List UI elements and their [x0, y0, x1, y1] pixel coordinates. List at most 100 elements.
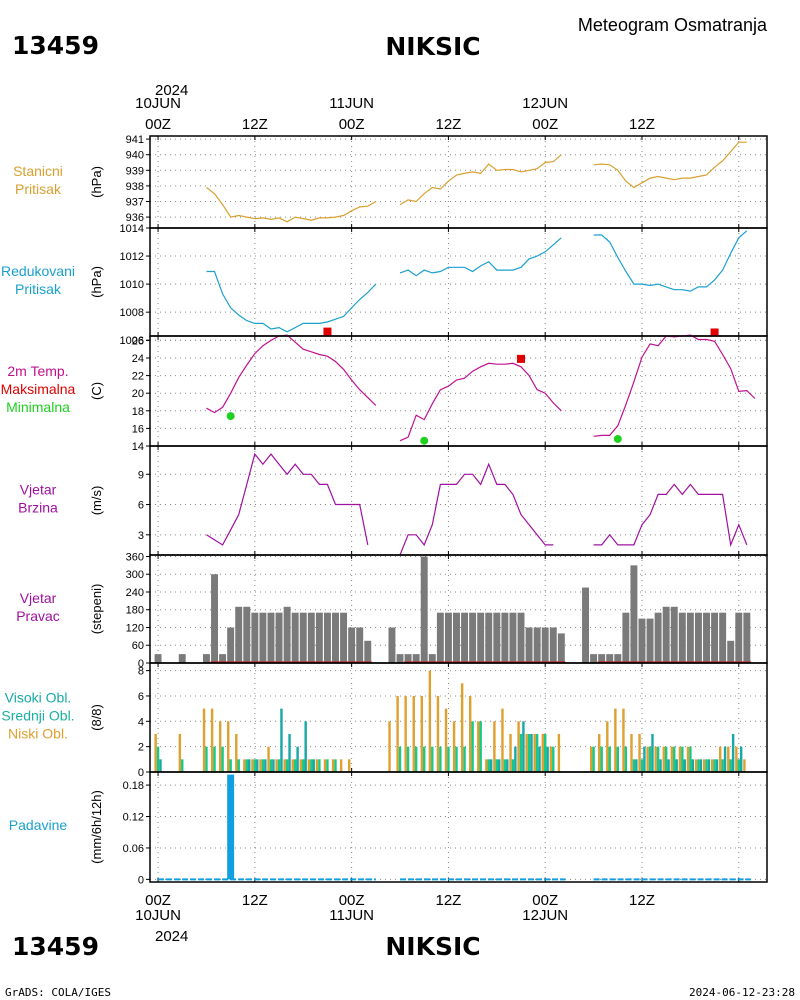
bar-pravac: [211, 574, 218, 663]
tmax-marker: [323, 327, 332, 336]
bar-oblaci: [683, 759, 686, 772]
bar-oblaci: [259, 759, 262, 772]
bottom-hour-label: 12Z: [435, 892, 461, 909]
station-name-top: NIKSIC: [385, 32, 480, 61]
panel-stanicni: 936 937 938 939 940 941 Stanicni Pritisak (hPa): [13, 134, 768, 229]
y-tick-label: 360: [126, 551, 144, 563]
y-tick-label: 6: [138, 691, 144, 703]
bar-oblaci: [630, 733, 633, 772]
y-tick-label: 0.18: [123, 780, 144, 792]
bar-pravac: [283, 606, 291, 663]
bar-pravac: [549, 627, 557, 663]
bar-oblaci: [414, 746, 418, 772]
y-tick-label: 6: [138, 500, 144, 512]
y-tick-label: 0.12: [123, 812, 144, 824]
panel-label: Vjetar: [20, 482, 57, 498]
bar-oblaci: [237, 759, 240, 772]
bar-oblaci: [705, 759, 708, 772]
bar-pravac: [348, 627, 356, 663]
bar-oblaci: [517, 721, 520, 772]
bar-oblaci: [323, 759, 327, 772]
y-axis-label: (8/8): [89, 704, 104, 731]
bottom-hour-label: 00Z: [532, 892, 558, 909]
panel-frame: [149, 771, 768, 883]
panel-frame: [149, 227, 768, 337]
y-tick-label: 26: [132, 335, 144, 347]
bar-oblaci: [723, 746, 727, 772]
bar-oblaci: [269, 759, 273, 772]
credit: GrADS: COLA/IGES: [5, 986, 111, 999]
panel-redukovani: 1006 1008 1010 1012 1014 Redukovani Pritisak (h…: [1, 223, 768, 347]
bar-pravac: [453, 612, 460, 663]
bar-oblaci: [638, 733, 641, 772]
bar-oblaci: [622, 708, 625, 772]
bar-oblaci: [256, 759, 259, 772]
tmin-marker: [226, 412, 235, 421]
bottom-hour-label: 00Z: [145, 892, 171, 909]
y-tick-label: 939: [126, 165, 144, 177]
panel-temperatura: 14 16 18 20 22 24 26 2m Temp. Maksimalna Minimaln…: [1, 327, 768, 453]
bar-pravac: [686, 612, 694, 663]
year-top: 2024: [155, 82, 188, 99]
bar-oblaci: [181, 759, 184, 772]
bar-oblaci: [678, 746, 682, 772]
bar-oblaci: [689, 746, 692, 772]
bottom-day-label: 10JUN: [135, 907, 181, 924]
bar-oblaci: [463, 746, 466, 772]
bar-oblaci: [312, 759, 315, 772]
y-tick-label: 2: [138, 742, 144, 754]
bar-pravac: [630, 565, 638, 663]
bar-oblaci: [498, 759, 501, 772]
bar-oblaci: [643, 746, 646, 772]
bar-oblaci: [302, 759, 305, 772]
bar-oblaci: [235, 733, 238, 772]
y-tick-label: 1014: [120, 223, 144, 235]
panels: 10JUN10JUN11JUN11JUN12JUN12JUN00Z00Z12Z1…: [1, 95, 768, 924]
bar-pravac: [219, 654, 227, 663]
panel-label: Pritisak: [15, 181, 62, 197]
bar-oblaci: [691, 759, 695, 772]
y-tick-label: 16: [132, 423, 144, 435]
bar-pravac: [525, 627, 533, 663]
panel-label: Srednji Obl.: [1, 708, 74, 724]
bar-oblaci: [592, 746, 595, 772]
bar-oblaci: [533, 733, 536, 772]
bar-pravac: [477, 612, 485, 663]
bar-oblaci: [277, 759, 281, 772]
timestamp: 2024-06-12-23:28: [689, 986, 795, 999]
bar-oblaci: [315, 759, 319, 772]
tmin-marker: [613, 434, 622, 443]
bar-oblaci: [530, 733, 533, 772]
bar-oblaci: [670, 746, 674, 772]
y-tick-label: 8: [138, 666, 144, 678]
series-line-redukovani: [593, 230, 748, 292]
bar-oblaci: [339, 759, 343, 772]
panel-label: Redukovani: [1, 263, 75, 279]
bar-oblaci: [477, 721, 480, 772]
bar-oblaci: [245, 759, 248, 772]
bar-oblaci: [743, 759, 746, 772]
bar-oblaci: [227, 721, 230, 772]
bar-oblaci: [525, 733, 528, 772]
bar-oblaci: [288, 733, 291, 772]
bar-pravac: [267, 612, 275, 663]
bar-pravac: [622, 612, 630, 663]
bar-oblaci: [243, 759, 246, 772]
top-hour-label: 00Z: [145, 116, 171, 133]
bar-oblaci: [423, 746, 426, 772]
year-bottom: 2024: [155, 928, 188, 945]
bar-oblaci: [729, 759, 732, 772]
bar-oblaci: [721, 759, 724, 772]
bar-pravac: [662, 606, 670, 663]
bar-oblaci: [624, 746, 628, 772]
bar-oblaci: [600, 746, 603, 772]
series-line-stanicni: [593, 141, 747, 189]
bar-pravac: [557, 633, 565, 663]
series-line-temperatura: [593, 334, 756, 437]
bottom-hour-label: 00Z: [339, 892, 365, 909]
bar-oblaci: [697, 759, 700, 772]
y-tick-label: 0.06: [123, 843, 144, 855]
panel-label: Stanicni: [13, 163, 63, 179]
top-day-label: 10JUN: [135, 95, 181, 112]
bar-oblaci: [406, 746, 410, 772]
